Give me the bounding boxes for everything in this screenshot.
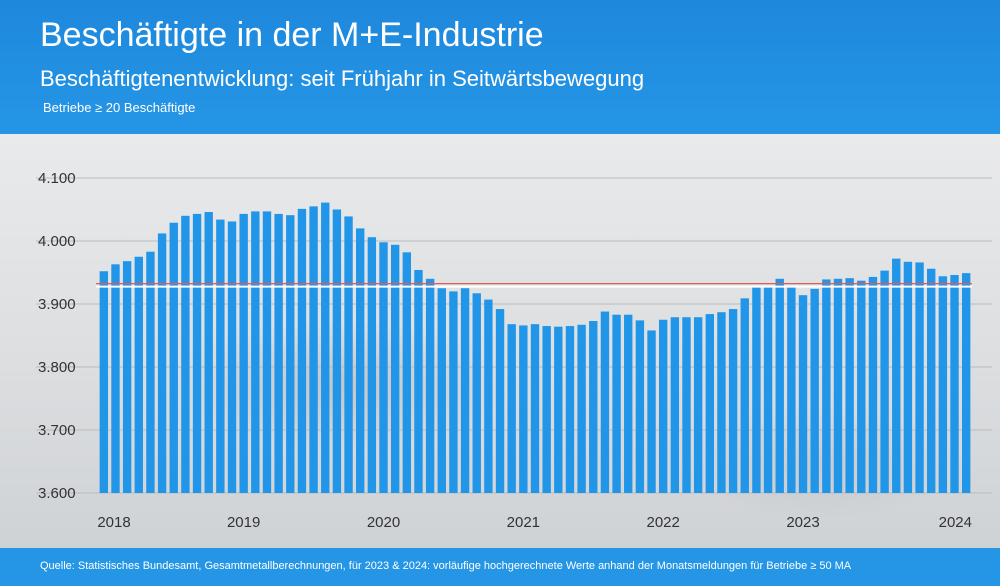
x-tick-label: 2022 — [646, 514, 679, 531]
bar — [950, 275, 959, 493]
bar — [938, 276, 948, 493]
bar — [297, 208, 307, 493]
bar — [530, 324, 540, 493]
bar — [181, 215, 190, 494]
bar — [752, 286, 761, 493]
bar — [892, 258, 901, 493]
bar — [670, 317, 680, 493]
bar — [484, 299, 493, 493]
bar — [332, 209, 342, 493]
chart-note: Betriebe ≥ 20 Beschäftigte — [43, 100, 196, 115]
bar — [507, 324, 516, 493]
bar — [286, 215, 295, 494]
bar — [111, 264, 120, 493]
x-tick-label: 2023 — [786, 514, 819, 531]
bar — [927, 268, 936, 493]
bar — [600, 311, 610, 493]
bar — [810, 288, 819, 493]
bar — [367, 237, 377, 493]
bar — [868, 276, 878, 493]
bar — [437, 288, 446, 493]
x-tick-label: 2018 — [97, 514, 130, 531]
bar — [460, 288, 470, 493]
bar — [274, 213, 283, 493]
bar — [857, 280, 866, 493]
bar — [309, 206, 318, 493]
bar — [880, 270, 889, 493]
bar — [728, 309, 738, 493]
y-tick-label: 3.700 — [38, 422, 76, 439]
bar — [204, 212, 213, 493]
bar — [740, 298, 749, 493]
x-tick-label: 2024 — [939, 514, 972, 531]
bar — [647, 330, 656, 493]
bar — [658, 319, 668, 493]
bar — [833, 278, 843, 493]
bar — [915, 262, 924, 493]
bar — [577, 324, 586, 493]
bar — [589, 321, 598, 493]
bar — [519, 325, 528, 493]
bar — [146, 251, 155, 493]
chart-title: Beschäftigte in der M+E-Industrie — [40, 16, 544, 54]
bar — [624, 314, 633, 493]
bar — [763, 286, 773, 493]
x-tick-label: 2019 — [227, 514, 260, 531]
bar — [192, 213, 202, 493]
y-tick-label: 3.800 — [38, 359, 76, 376]
bar — [472, 293, 481, 493]
bar — [390, 244, 400, 493]
bar — [612, 314, 621, 493]
bar — [554, 326, 563, 493]
bar — [414, 269, 423, 493]
source-note: Quelle: Statistisches Bundesamt, Gesamtm… — [40, 560, 852, 572]
x-tick-label: 2020 — [367, 514, 400, 531]
bar — [495, 309, 505, 493]
bar — [169, 222, 178, 494]
bar — [425, 278, 435, 493]
bar — [822, 279, 831, 493]
bar — [216, 219, 225, 493]
bar — [251, 211, 260, 493]
bar — [99, 271, 109, 493]
bar — [344, 216, 353, 493]
bar — [682, 317, 691, 493]
chart-subtitle: Beschäftigtenentwicklung: seit Frühjahr … — [40, 66, 645, 91]
bar — [565, 326, 575, 493]
bar — [845, 278, 854, 493]
y-tick-label: 4.100 — [38, 170, 76, 187]
bar — [798, 295, 808, 493]
bar — [542, 326, 551, 493]
bar — [356, 228, 365, 493]
bar — [321, 202, 330, 493]
bar — [157, 233, 167, 493]
bar — [635, 320, 645, 493]
x-tick-label: 2021 — [507, 514, 540, 531]
bar — [379, 242, 388, 493]
bar — [717, 312, 726, 493]
bar — [122, 261, 132, 493]
y-tick-label: 3.900 — [38, 296, 76, 313]
header-banner: Beschäftigte in der M+E-Industrie Beschä… — [0, 0, 1000, 134]
bar — [402, 252, 412, 493]
footer-banner: Quelle: Statistisches Bundesamt, Gesamtm… — [0, 548, 1000, 586]
bar — [262, 211, 272, 493]
bar — [449, 291, 458, 493]
bar — [693, 317, 703, 493]
y-tick-label: 4.000 — [38, 233, 76, 250]
bar — [775, 278, 784, 493]
bar — [903, 261, 913, 493]
bar — [961, 273, 971, 493]
bar — [239, 213, 248, 493]
y-tick-label: 3.600 — [38, 485, 76, 502]
bar — [705, 314, 714, 493]
bar — [134, 256, 143, 493]
bar — [787, 286, 796, 493]
bar — [227, 221, 237, 493]
